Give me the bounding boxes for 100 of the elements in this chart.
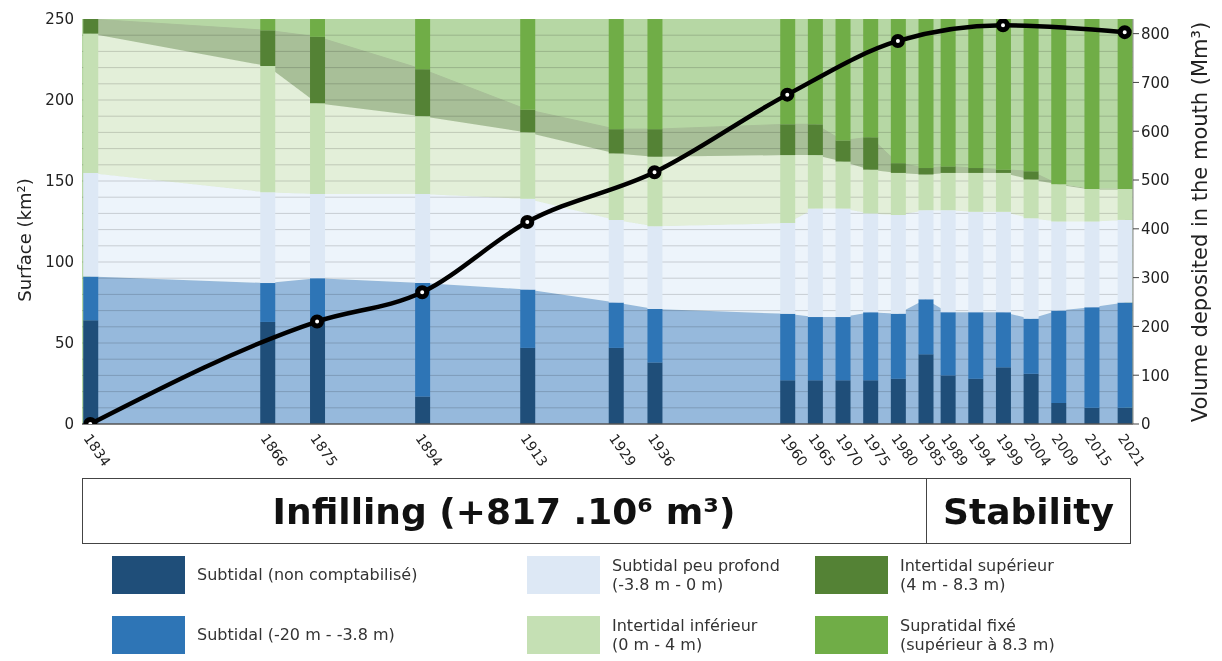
bar (415, 116, 431, 194)
point (520, 214, 535, 229)
bar (1023, 373, 1039, 424)
bar (1051, 221, 1067, 311)
bar (968, 378, 984, 424)
bar (1117, 19, 1133, 190)
bar (863, 169, 879, 214)
bar (863, 312, 879, 381)
text: Infilling (+817 .10⁶ m³) (272, 490, 736, 532)
bar (940, 19, 956, 167)
bar (608, 302, 624, 348)
bar (835, 161, 851, 209)
bar (1051, 184, 1067, 222)
bar (520, 347, 536, 424)
legend-label: Supratidal fixé (supérieur à 8.3 m) (900, 615, 1055, 655)
bar (835, 140, 851, 162)
bar (608, 153, 624, 220)
bar (83, 276, 99, 321)
bar (940, 210, 956, 313)
bar (780, 380, 796, 424)
legend-label: Subtidal (-20 m - -3.8 m) (197, 625, 395, 645)
y2-tick-label: 400 (1141, 220, 1170, 239)
bar (890, 378, 906, 424)
bar (968, 211, 984, 313)
bar (83, 320, 99, 424)
bar (835, 317, 851, 381)
bar (1117, 219, 1133, 303)
bar (918, 354, 934, 424)
bar (1023, 318, 1039, 374)
y2-axis-title: Volume deposited in the mouth (Mm³) (1188, 21, 1212, 423)
bar (940, 166, 956, 173)
bar (995, 312, 1011, 368)
bar (968, 172, 984, 212)
bar (1051, 19, 1067, 185)
bar (1084, 407, 1100, 424)
bar (310, 278, 326, 321)
bar (968, 168, 984, 173)
bar (520, 19, 536, 110)
bar (260, 321, 276, 424)
bar (968, 19, 984, 169)
bar (780, 223, 796, 314)
bar (835, 380, 851, 424)
bar (83, 33, 99, 173)
bar (940, 312, 956, 376)
bar (520, 289, 536, 348)
bar (260, 283, 276, 322)
bar (918, 168, 934, 175)
bar (310, 19, 326, 37)
bar (1023, 19, 1039, 172)
bar (647, 19, 663, 130)
bar (1051, 402, 1067, 424)
bar (647, 362, 663, 424)
bar (415, 69, 431, 117)
bar (83, 172, 99, 277)
bar (647, 129, 663, 157)
bar (995, 367, 1011, 424)
bar (918, 19, 934, 169)
bar (940, 172, 956, 211)
bar (260, 65, 276, 193)
y-tick-label: 200 (45, 91, 74, 110)
point (1117, 25, 1132, 40)
bar (1084, 189, 1100, 222)
bar (1051, 310, 1067, 403)
bar (1117, 302, 1133, 408)
bar (918, 210, 934, 300)
bar (1084, 307, 1100, 408)
bar (310, 193, 326, 279)
bar (995, 19, 1011, 170)
bar (310, 320, 326, 424)
bar (310, 103, 326, 194)
bar (835, 19, 851, 141)
y-tick-label: 50 (54, 334, 74, 353)
bar (647, 308, 663, 363)
bar (1023, 179, 1039, 219)
bar (647, 226, 663, 309)
point (415, 285, 430, 300)
legend-label: Intertidal supérieur (4 m - 8.3 m) (900, 555, 1054, 595)
bar (807, 317, 823, 381)
bar (890, 172, 906, 216)
bar (890, 19, 906, 164)
bar (780, 124, 796, 156)
bar (1084, 221, 1100, 308)
text: Stability (943, 490, 1114, 532)
bar (608, 219, 624, 303)
bar (890, 313, 906, 379)
bar (1084, 19, 1100, 190)
bar (260, 19, 276, 31)
bar (807, 19, 823, 125)
point (647, 165, 662, 180)
bar (415, 19, 431, 70)
bar (520, 109, 536, 133)
bar (863, 380, 879, 424)
bar (310, 36, 326, 104)
bar (83, 19, 99, 34)
bar (415, 396, 431, 424)
bar (608, 19, 624, 130)
point (310, 314, 325, 329)
bar (608, 347, 624, 424)
y-tick-label: 100 (45, 253, 74, 272)
bar (1023, 171, 1039, 180)
